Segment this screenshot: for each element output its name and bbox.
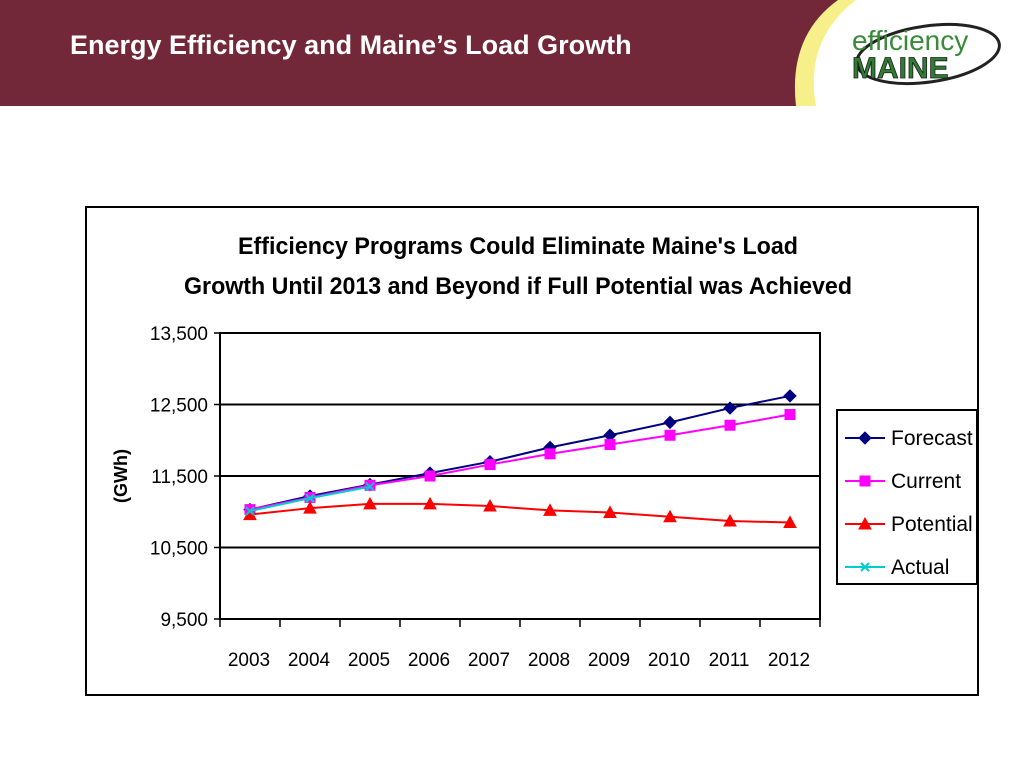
x-tick-label-2004: 2004 <box>288 650 331 671</box>
logo-text-maine: MAINE <box>852 52 949 85</box>
y-tick-label: 10,500 <box>150 539 208 560</box>
point-potential-2006 <box>423 496 437 510</box>
legend-marker-potential <box>858 516 872 530</box>
series-line-potential <box>249 502 791 524</box>
y-axis-label: (GWh) <box>111 449 131 503</box>
point-potential-2008 <box>543 503 557 516</box>
point-potential-2007 <box>483 498 497 512</box>
x-tick-label-2009: 2009 <box>588 650 630 671</box>
chart-title-line-1: Efficiency Programs Could Eliminate Main… <box>238 233 798 260</box>
legend-marker-current <box>859 475 871 487</box>
series-line-forecast <box>249 394 791 511</box>
legend-marker-actual <box>860 562 870 572</box>
y-tick-label: 13,500 <box>150 324 208 345</box>
legend-label-potential: Potential <box>891 513 973 536</box>
point-current-2009 <box>604 439 616 451</box>
point-current-2012 <box>784 409 796 421</box>
x-tick-label-2008: 2008 <box>528 650 570 671</box>
series-line-current <box>249 413 791 511</box>
point-potential-2010 <box>663 509 677 523</box>
logo-text-efficiency: efficiency <box>852 25 968 56</box>
chart-title-line-2: Growth Until 2013 and Beyond if Full Pot… <box>184 273 852 300</box>
y-tick-label: 11,500 <box>151 467 208 488</box>
y-tick-label: 12,500 <box>150 396 208 417</box>
legend-label-forecast: Forecast <box>891 427 973 450</box>
x-tick-label-2005: 2005 <box>348 650 390 671</box>
x-tick-label-2010: 2010 <box>648 650 690 671</box>
y-tick-label: 9,500 <box>160 610 208 631</box>
point-current-2005 <box>364 479 376 491</box>
legend-marker-forecast <box>858 431 872 445</box>
point-forecast-2010 <box>663 415 677 430</box>
point-forecast-2012 <box>783 389 797 403</box>
point-actual-2004 <box>305 493 315 503</box>
point-forecast-2011 <box>723 401 737 415</box>
point-potential-2005 <box>363 496 377 510</box>
efficiency-maine-logo: efficiency MAINE <box>794 0 1024 106</box>
point-current-2006 <box>424 470 436 482</box>
legend-label-current: Current <box>891 470 961 493</box>
x-tick-label-2006: 2006 <box>408 650 450 671</box>
point-current-2010 <box>664 429 676 441</box>
point-current-2008 <box>544 448 556 460</box>
chart: Efficiency Programs Could Eliminate Main… <box>111 233 978 671</box>
slide-title: Energy Efficiency and Maine’s Load Growt… <box>70 30 632 60</box>
legend-label-actual: Actual <box>891 556 949 579</box>
point-current-2011 <box>724 419 736 431</box>
chart-frame: Efficiency Programs Could Eliminate Main… <box>85 206 979 696</box>
x-tick-label-2011: 2011 <box>709 650 750 671</box>
point-potential-2009 <box>603 505 617 518</box>
x-tick-label-2003: 2003 <box>228 650 270 671</box>
point-potential-2012 <box>783 515 797 528</box>
point-actual-2003 <box>245 506 255 516</box>
point-potential-2011 <box>723 514 737 527</box>
logo-ring <box>855 23 1001 85</box>
point-potential-2004 <box>303 501 317 514</box>
point-actual-2005 <box>365 482 375 492</box>
x-tick-label-2007: 2007 <box>468 650 510 671</box>
point-current-2007 <box>484 459 496 471</box>
x-tick-label-2012: 2012 <box>768 650 810 671</box>
